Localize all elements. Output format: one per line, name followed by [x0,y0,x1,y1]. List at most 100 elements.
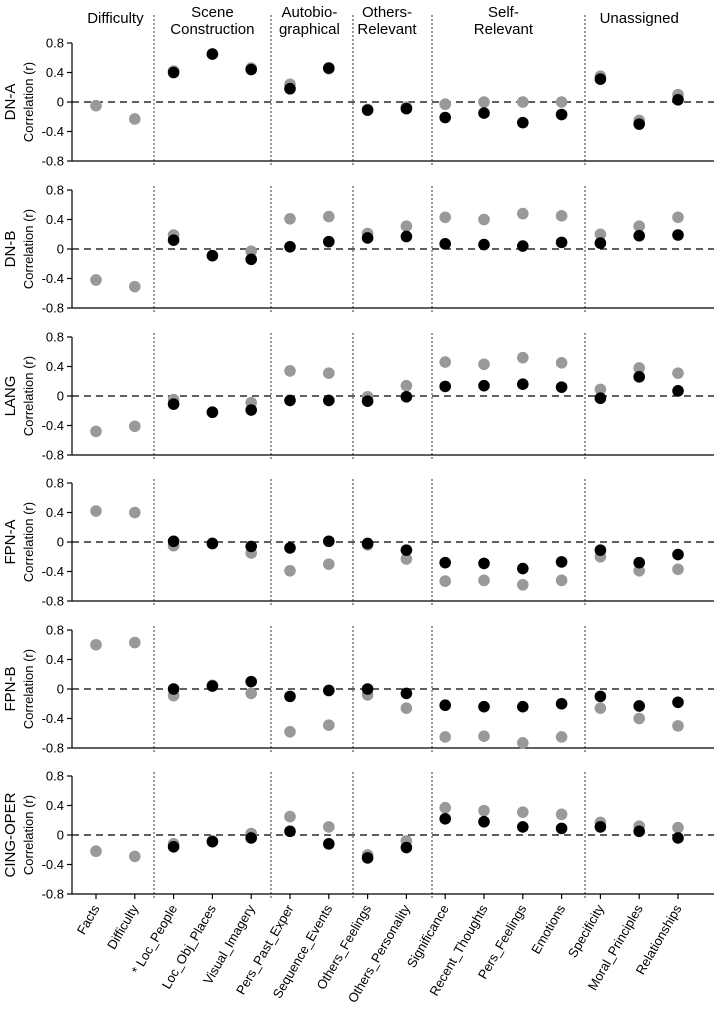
black-point-others-feelings [361,232,374,244]
black-point-recent-thoughts [478,815,490,828]
black-point-others-feelings [361,537,374,550]
gray-point-pers-past-exper [284,564,296,577]
y-tick-label: 0.8 [46,183,64,198]
y-tick-label: 0.4 [46,798,64,813]
y-tick-label: -0.4 [42,711,64,726]
black-point-loc-obj-places [206,249,219,262]
black-point-moral-principles [633,825,645,838]
gray-point-recent-thoughts [478,574,490,587]
gray-point-emotions [555,808,568,821]
gray-point-recent-thoughts [478,96,490,108]
black-point-loc-people [167,66,180,79]
black-point-loc-people [167,841,180,853]
y-tick-label: -0.8 [42,154,64,169]
group-title-3-line-0: Others- [362,4,412,21]
y-axis-label: Correlation (r) [21,649,36,729]
gray-point-sequence-events [323,821,335,833]
black-point-pers-feelings [517,562,529,575]
category-label: Specificity [565,902,607,961]
gray-point-others-personality [400,379,413,392]
panel-fpn-a: 0.8 0.4 0 -0.4 -0.8 FPN-A Correlation (r) [2,476,714,609]
y-tick-label: -0.4 [42,857,64,872]
y-axis-label: Correlation (r) [21,356,36,436]
gray-point-visual-imagery [245,687,257,700]
gray-point-moral-principles [633,712,645,725]
gray-point-specificity [594,702,607,714]
black-point-relationships [672,548,684,561]
black-point-others-personality [400,841,413,854]
black-point-moral-principles [633,556,645,569]
black-point-others-personality [400,230,413,243]
gray-point-pers-feelings [517,207,529,220]
black-point-pers-feelings [517,240,529,252]
y-tick-label: 0.4 [46,652,64,667]
panel-fpn-b: 0.8 0.4 0 -0.4 -0.8 FPN-B Correlation (r) [2,623,714,756]
black-point-sequence-events [323,235,335,248]
panel-label: DN-A [2,84,19,121]
group-title-2-line-1: graphical [279,21,340,38]
panels: 0.80.40-0.4-0.8DN-A Correlation (r)0.80.4… [2,15,714,902]
gray-point-pers-feelings [517,578,529,591]
group-title-3-line-1: Relevant [357,21,417,38]
gray-point-emotions [555,574,568,587]
black-point-significance [439,380,452,393]
black-point-pers-past-exper [284,690,296,703]
panel-label: LANG [2,376,19,417]
y-tick-label: -0.8 [42,887,64,902]
gray-point-sequence-events [323,719,335,731]
black-point-recent-thoughts [478,557,490,570]
gray-point-sequence-events [323,367,335,379]
gray-point-significance [439,98,452,111]
black-point-significance [439,111,452,124]
black-point-sequence-events [323,62,335,74]
black-point-moral-principles [633,371,645,383]
gray-point-specificity [594,383,607,396]
gray-point-moral-principles [633,564,645,577]
y-axis-label: Correlation (r) [21,502,36,582]
y-tick-label: -0.4 [42,418,64,433]
y-tick-label: -0.4 [42,124,64,139]
black-point-significance [439,812,452,825]
black-point-specificity [594,690,607,703]
black-point-significance [439,699,452,712]
gray-point-significance [439,211,452,224]
panel-label: DN-B [2,231,19,268]
gray-point-emotions [555,731,568,743]
black-point-pers-past-exper [284,394,296,407]
y-tick-label: 0 [57,682,64,697]
group-title-4-line-0: Self- [488,4,519,21]
black-point-loc-people [167,234,180,246]
gray-point-difficulty [129,850,141,863]
gray-point-relationships [672,720,684,732]
black-point-pers-feelings [517,700,529,713]
black-point-specificity [594,544,607,556]
gray-point-significance [439,356,452,368]
black-point-pers-past-exper [284,825,296,838]
y-tick-label: 0.4 [46,212,64,227]
black-point-loc-people [167,398,180,410]
gray-point-difficulty [129,636,141,649]
y-tick-label: 0.4 [46,505,64,520]
black-point-moral-principles [633,700,645,712]
gray-point-pers-feelings [517,351,529,364]
gray-point-relationships [672,367,684,379]
black-point-recent-thoughts [478,700,490,713]
black-point-visual-imagery [245,253,257,266]
y-tick-label: 0 [57,95,64,110]
panel-label: FPN-A [2,520,19,565]
category-label: Difficulty [104,902,142,952]
gray-point-specificity [594,228,607,241]
panel-dn-b: 0.8 0.4 0 -0.4 -0.8 DN-B Correlation (r) [2,183,714,316]
panel-dn-a: 0.8 0.4 0 -0.4 -0.8 DN-A Correlation (r) [2,15,714,169]
y-tick-label: 0.8 [46,330,64,345]
gray-point-visual-imagery [245,245,257,258]
group-title-2-line-0: Autobio- [281,4,337,21]
black-point-sequence-events [323,394,335,407]
black-point-others-personality [400,544,413,556]
black-point-loc-obj-places [206,537,219,550]
y-tick-label: 0 [57,242,64,257]
gray-point-facts [90,505,102,517]
black-point-recent-thoughts [478,107,490,119]
gray-point-facts [90,274,102,286]
